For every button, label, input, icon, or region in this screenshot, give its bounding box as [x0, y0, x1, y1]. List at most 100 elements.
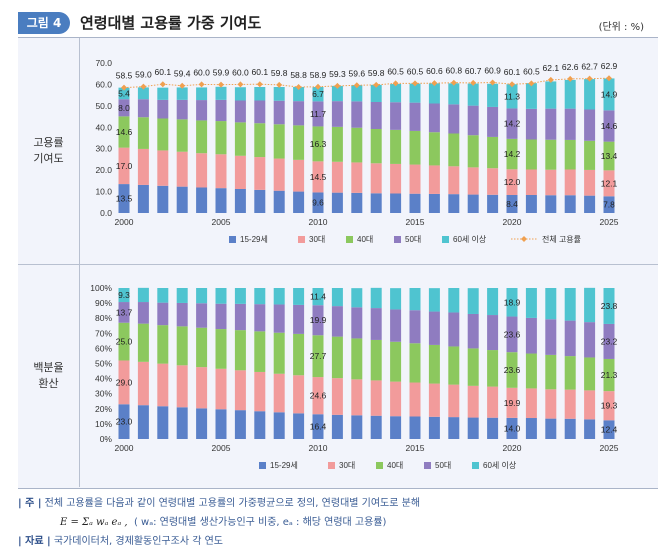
y-tick-label: 70%: [95, 328, 112, 338]
data-label: 9.6: [312, 198, 324, 208]
bar-segment: [215, 368, 227, 410]
line-marker: [431, 80, 438, 87]
bar-segment: [176, 326, 188, 366]
line-marker: [509, 81, 515, 88]
row-label-bottom: 백분율 환산: [18, 265, 80, 487]
y-tick-label: 10%: [95, 419, 112, 429]
bar-segment: [564, 108, 576, 140]
bar-segment: [487, 168, 499, 195]
bar-segment: [312, 101, 324, 127]
bar-segment: [409, 416, 421, 439]
bar-segment: [525, 169, 537, 195]
bar-segment: [118, 288, 130, 303]
bar-segment: [506, 316, 518, 353]
bar-segment: [409, 164, 421, 194]
bar-segment: [603, 323, 615, 359]
data-label: 23.2: [601, 336, 618, 346]
legend-label: 50대: [435, 461, 451, 470]
bar-segment: [312, 414, 324, 439]
data-label: 16.4: [310, 422, 327, 432]
unit-label: (단위 : %): [598, 22, 644, 33]
legend-label: 60세 이상: [453, 234, 487, 244]
total-employment-line: [123, 77, 610, 89]
bar-segment: [196, 367, 208, 409]
bar-segment: [312, 87, 324, 102]
bar-segment: [234, 100, 246, 123]
bar-segment: [545, 169, 557, 196]
bar-segment: [312, 192, 324, 213]
bar-segment: [428, 165, 440, 194]
bar-segment: [448, 312, 460, 347]
y-tick-label: 20%: [95, 404, 112, 414]
bar-segment: [545, 139, 557, 170]
line-marker: [198, 81, 205, 88]
x-tick-label: 2005: [212, 443, 231, 453]
bar-segment: [525, 317, 537, 354]
bar-segment: [370, 415, 382, 439]
legend-swatch: [229, 236, 236, 243]
bar-segment: [390, 341, 402, 382]
bar-segment: [215, 86, 227, 100]
legend-swatch: [259, 462, 266, 469]
y-tick-label: 20.0: [95, 165, 112, 175]
legend-label: 15-29세: [270, 461, 298, 470]
data-label: 5.4: [118, 88, 130, 98]
bar-segment: [196, 408, 208, 439]
legend-label: 15-29세: [240, 235, 268, 244]
bar-segment: [254, 411, 266, 439]
bar-segment: [584, 195, 596, 213]
bar-segment: [448, 288, 460, 313]
note-tag: | 주 |: [18, 498, 42, 509]
line-marker: [392, 80, 399, 87]
bar-segment: [176, 302, 188, 327]
x-tick-label: 2025: [600, 443, 619, 453]
bar-segment: [293, 304, 305, 334]
bar-segment: [467, 194, 479, 213]
bar-segment: [351, 127, 363, 163]
line-value-label: 60.5: [407, 66, 424, 76]
bar-segment: [331, 306, 343, 337]
bar-segment: [196, 288, 208, 304]
bar-segment: [584, 169, 596, 196]
source-tag: | 자료 |: [18, 536, 51, 547]
bar-segment: [390, 102, 402, 130]
bar-segment: [176, 119, 188, 152]
figure-header: 그림 4 연령대별 고용률 가중 기여도 (단위 : %): [18, 10, 658, 36]
bar-segment: [564, 195, 576, 213]
bar-segment: [215, 154, 227, 189]
bar-segment: [118, 302, 130, 323]
bar-segment: [157, 288, 169, 303]
bar-segment: [196, 87, 208, 101]
bar-segment: [525, 288, 537, 318]
legend-swatch: [442, 236, 449, 243]
bar-segment: [564, 288, 576, 321]
legend-marker: [521, 236, 527, 242]
line-marker: [470, 79, 477, 86]
bar-segment: [525, 139, 537, 170]
y-tick-label: 30%: [95, 389, 112, 399]
bar-segment: [118, 322, 130, 361]
bar-segment: [215, 303, 227, 330]
bar-segment: [584, 357, 596, 391]
line-marker: [140, 83, 147, 90]
line-marker: [528, 80, 535, 87]
bar-segment: [196, 153, 208, 188]
data-label: 8.4: [506, 199, 518, 209]
bar-segment: [176, 288, 188, 303]
bar-segment: [351, 85, 363, 102]
contribution-chart: 0.0 10.0 20.0 30.0 40.0 50.0 60.0 70.0 2000 2005 2…: [95, 58, 618, 244]
bar-segment: [254, 87, 266, 101]
bar-segment: [215, 121, 227, 155]
bar-segment: [312, 305, 324, 336]
bar-segment: [331, 414, 343, 439]
bar-segment: [234, 410, 246, 439]
bar-segment: [390, 163, 402, 194]
bar-segment: [157, 302, 169, 326]
bar-segment: [118, 99, 130, 117]
bar-segment: [428, 344, 440, 384]
line-value-label: 60.7: [465, 66, 482, 76]
data-label: 12.4: [601, 425, 618, 435]
bar-segment: [273, 190, 285, 213]
y-tick-label: 10.0: [95, 187, 112, 197]
bar-segment: [409, 193, 421, 213]
